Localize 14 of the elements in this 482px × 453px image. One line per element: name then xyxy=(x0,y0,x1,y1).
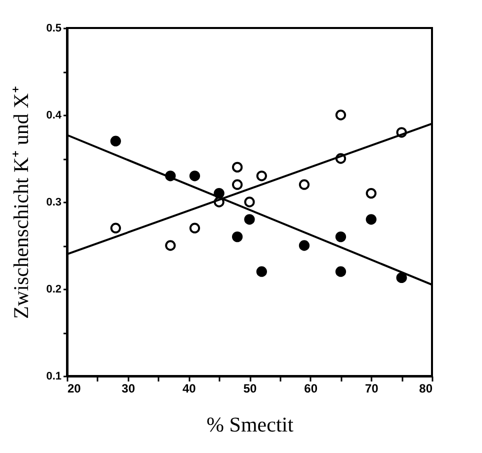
x-tick-label: 60 xyxy=(304,382,318,396)
y-tick-label: 0.4 xyxy=(46,110,62,122)
y-axis-title: Zwischenschicht K⁺ und X⁺ xyxy=(9,86,34,319)
x-tick-label: 40 xyxy=(182,382,196,396)
x-axis-title: % Smectit xyxy=(206,412,294,436)
y-tick-label: 0.1 xyxy=(46,370,62,382)
x-tick-label: 70 xyxy=(364,382,379,396)
y-tick-label: 0.3 xyxy=(46,196,62,208)
x-tick-label: 30 xyxy=(122,382,136,396)
x-tick-label: 50 xyxy=(243,382,257,396)
y-tick-label: 0.5 xyxy=(46,22,62,34)
x-tick-label: 80 xyxy=(419,382,433,396)
y-tick-label: 0.2 xyxy=(46,284,62,296)
x-tick-label: 20 xyxy=(68,382,82,396)
